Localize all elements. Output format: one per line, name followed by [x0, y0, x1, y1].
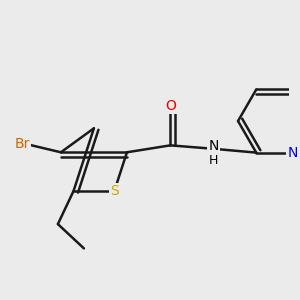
Text: H: H [209, 154, 218, 167]
Text: N: N [287, 146, 298, 160]
Text: O: O [165, 99, 176, 113]
Text: S: S [110, 184, 119, 198]
Text: Br: Br [14, 136, 29, 151]
Text: N: N [208, 139, 219, 153]
